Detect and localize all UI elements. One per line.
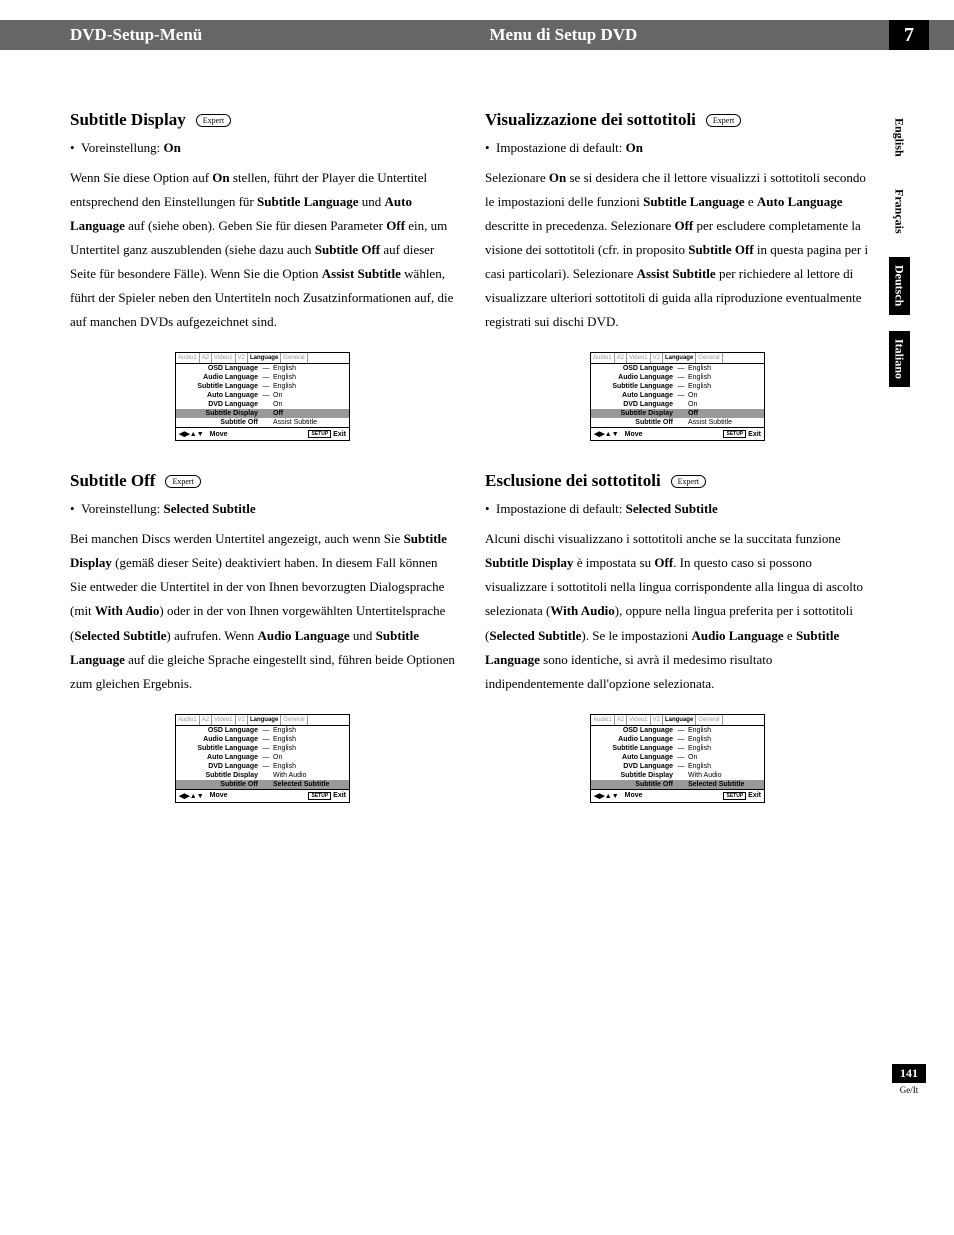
heading-text: Visualizzazione dei sottotitoli bbox=[485, 110, 696, 130]
language-tab: Italiano bbox=[889, 331, 910, 387]
page-lang: Ge/It bbox=[892, 1085, 926, 1095]
section-heading: Subtitle Off Expert bbox=[70, 471, 455, 491]
default-bullet: • Impostazione di default: Selected Subt… bbox=[485, 501, 870, 517]
language-tab: English bbox=[889, 110, 910, 165]
header-title-right: Menu di Setup DVD bbox=[470, 25, 890, 45]
paragraph: Wenn Sie diese Option auf On stellen, fü… bbox=[70, 166, 455, 334]
section-heading: Subtitle Display Expert bbox=[70, 110, 455, 130]
left-column: Subtitle Display Expert • Voreinstellung… bbox=[70, 110, 455, 833]
heading-text: Esclusione dei sottotitoli bbox=[485, 471, 661, 491]
default-bullet: • Voreinstellung: On bbox=[70, 140, 455, 156]
menu-screenshot: Audio1A2Video1V2LanguageGeneralOSD Langu… bbox=[590, 352, 765, 441]
chapter-number: 7 bbox=[889, 20, 929, 50]
page-number: 141 bbox=[892, 1064, 926, 1083]
language-tab: Français bbox=[889, 181, 910, 242]
default-bullet: • Voreinstellung: Selected Subtitle bbox=[70, 501, 455, 517]
default-bullet: • Impostazione di default: On bbox=[485, 140, 870, 156]
expert-badge: Expert bbox=[706, 114, 741, 127]
language-tabs: English Français Deutsch Italiano bbox=[874, 110, 924, 833]
language-tab: Deutsch bbox=[889, 257, 910, 314]
expert-badge: Expert bbox=[671, 475, 706, 488]
expert-badge: Expert bbox=[165, 475, 200, 488]
expert-badge: Expert bbox=[196, 114, 231, 127]
right-column: Visualizzazione dei sottotitoli Expert •… bbox=[485, 110, 870, 833]
header-bar: DVD-Setup-Menü Menu di Setup DVD 7 bbox=[0, 20, 954, 50]
menu-screenshot: Audio1A2Video1V2LanguageGeneralOSD Langu… bbox=[590, 714, 765, 803]
menu-screenshot: Audio1A2Video1V2LanguageGeneralOSD Langu… bbox=[175, 714, 350, 803]
paragraph: Bei manchen Discs werden Untertitel ange… bbox=[70, 527, 455, 695]
paragraph: Selezionare On se si desidera che il let… bbox=[485, 166, 870, 334]
paragraph: Alcuni dischi visualizzano i sottotitoli… bbox=[485, 527, 870, 695]
heading-text: Subtitle Off bbox=[70, 471, 155, 491]
section-heading: Visualizzazione dei sottotitoli Expert bbox=[485, 110, 870, 130]
header-title-left: DVD-Setup-Menü bbox=[0, 25, 470, 45]
menu-screenshot: Audio1A2Video1V2LanguageGeneralOSD Langu… bbox=[175, 352, 350, 441]
section-heading: Esclusione dei sottotitoli Expert bbox=[485, 471, 870, 491]
heading-text: Subtitle Display bbox=[70, 110, 186, 130]
